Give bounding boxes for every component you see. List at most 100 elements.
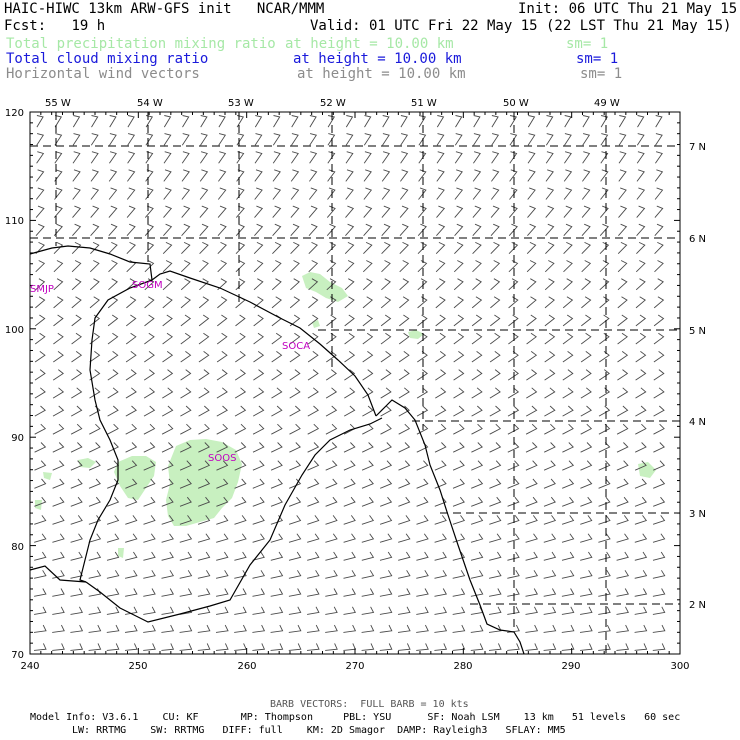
- wind-barb: [71, 351, 83, 363]
- wind-barb: [52, 478, 65, 489]
- wind-barb: [34, 515, 47, 525]
- wind-barb: [416, 478, 429, 489]
- wind-barb: [290, 241, 300, 255]
- x-tick-label: 240: [20, 661, 39, 672]
- wind-barb: [199, 260, 209, 273]
- wind-barb: [71, 387, 83, 399]
- wind-barb: [52, 624, 65, 633]
- wind-barb: [470, 551, 484, 561]
- wind-barb: [453, 387, 465, 399]
- wind-barb: [562, 442, 574, 453]
- wind-barb: [654, 169, 664, 182]
- wind-barb: [508, 332, 519, 345]
- wind-barb: [325, 387, 338, 399]
- wind-barb: [106, 606, 120, 615]
- wind-barb: [489, 478, 502, 489]
- wind-barb: [453, 369, 465, 381]
- wind-barb: [216, 332, 228, 345]
- wind-barb: [145, 187, 154, 200]
- wind-barb: [254, 205, 264, 218]
- wind-barb: [162, 351, 174, 363]
- wind-barb: [616, 496, 629, 507]
- wind-barb: [125, 496, 138, 507]
- wind-barb: [362, 296, 373, 309]
- wind-barb: [653, 496, 666, 507]
- wind-barb: [53, 351, 64, 363]
- wind-barb: [89, 332, 101, 345]
- wind-barb: [163, 187, 172, 200]
- wind-barb: [381, 223, 391, 236]
- wind-barb: [580, 369, 592, 381]
- wind-barb: [216, 551, 229, 561]
- wind-barb: [125, 478, 138, 489]
- wind-barb: [470, 570, 484, 579]
- wind-barb: [344, 241, 355, 255]
- wind-barb: [454, 223, 464, 236]
- wind-barb: [254, 169, 263, 182]
- wind-barb: [89, 369, 101, 381]
- wind-barb: [653, 442, 665, 453]
- lon-label: 55 W: [45, 98, 71, 109]
- field-cloud-sm: sm= 1: [576, 51, 619, 67]
- wind-barb: [35, 314, 46, 327]
- wind-barb: [616, 515, 629, 525]
- wind-barb: [325, 423, 338, 435]
- wind-barb: [182, 115, 190, 128]
- wind-barb: [235, 351, 246, 363]
- wind-barb: [308, 260, 319, 273]
- wind-barb: [216, 515, 229, 525]
- wind-barb: [161, 624, 175, 633]
- lon-label: 52 W: [320, 98, 346, 109]
- wind-barb: [489, 423, 502, 435]
- wind-barb: [109, 133, 117, 146]
- wind-barb: [107, 423, 119, 435]
- wind-barb: [398, 496, 411, 507]
- wind-barb: [636, 223, 646, 236]
- wind-barb: [418, 187, 427, 200]
- wind-barb: [343, 442, 356, 453]
- wind-barb: [527, 151, 536, 164]
- wind-barb: [52, 423, 65, 435]
- wind-barb: [380, 423, 392, 435]
- wind-barb: [272, 223, 282, 236]
- wind-barb: [200, 133, 208, 146]
- wind-barb: [581, 278, 592, 291]
- wind-barb: [143, 478, 156, 489]
- wind-barb: [54, 115, 63, 128]
- wind-barb: [109, 115, 117, 128]
- wind-barb: [490, 278, 501, 291]
- wind-barb: [197, 624, 211, 633]
- wind-barb: [288, 551, 302, 561]
- wind-barb: [543, 533, 557, 543]
- wind-barb: [490, 187, 500, 200]
- wind-barb: [343, 643, 357, 651]
- wind-barb: [616, 606, 629, 615]
- wind-barb: [380, 478, 393, 489]
- wind-barb: [144, 260, 155, 273]
- field-wind-sm: sm= 1: [580, 66, 623, 82]
- wind-barb: [307, 606, 320, 615]
- wind-barb: [88, 515, 102, 525]
- wind-barb: [617, 387, 629, 399]
- wind-barb: [471, 460, 484, 471]
- wind-barb: [507, 551, 520, 561]
- wind-barb: [325, 442, 338, 453]
- wind-barb: [635, 314, 647, 327]
- wind-barb: [143, 460, 156, 471]
- wind-barb: [143, 405, 156, 417]
- wind-barb: [653, 332, 665, 345]
- wind-barb: [270, 460, 283, 471]
- wind-barb: [527, 133, 536, 146]
- wind-barb: [289, 405, 301, 417]
- wind-barb: [636, 169, 645, 182]
- wind-barb: [198, 314, 210, 327]
- wind-barb: [598, 606, 611, 615]
- wind-barb: [161, 460, 174, 471]
- wind-barb: [344, 260, 355, 273]
- wind-barb: [507, 496, 520, 507]
- wind-barb: [343, 588, 356, 597]
- wind-barb: [379, 551, 393, 561]
- wind-barb: [562, 314, 574, 327]
- wind-barb: [452, 478, 465, 489]
- wind-barb: [452, 624, 466, 633]
